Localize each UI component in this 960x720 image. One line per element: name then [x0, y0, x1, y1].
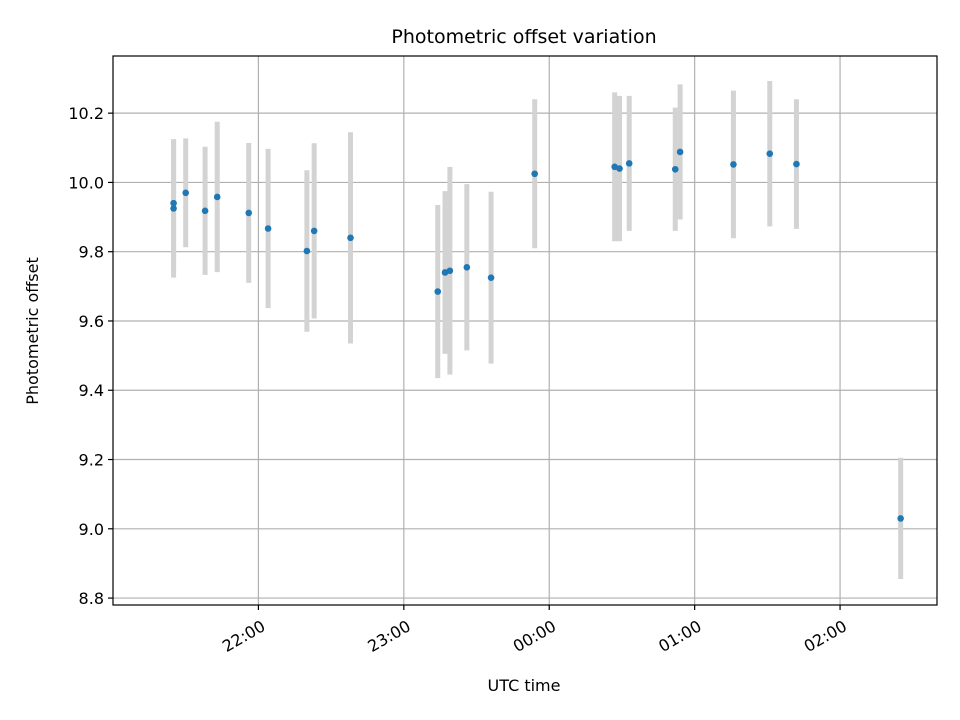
y-tick-label: 9.4 [79, 381, 104, 400]
data-point [245, 209, 253, 217]
data-point [766, 150, 774, 157]
x-axis-label: UTC time [488, 676, 561, 695]
y-axis-ticks: 8.8 9.0 9.2 9.4 9.6 9.8 10.0 10.2 [68, 104, 113, 608]
data-point [487, 274, 495, 281]
data-point [793, 160, 800, 168]
data-point [170, 205, 177, 212]
data-point [310, 227, 318, 235]
data-point [531, 170, 538, 178]
y-axis-label: Photometric offset [23, 257, 42, 405]
y-tick-label: 9.6 [79, 312, 104, 331]
data-point [676, 148, 684, 156]
data-point [182, 189, 190, 197]
plot-frame [112, 55, 938, 606]
data-point [463, 263, 471, 271]
data-point [201, 207, 209, 215]
data-point [671, 165, 679, 173]
y-tick-label: 9.0 [79, 520, 104, 539]
data-point [897, 515, 904, 522]
chart-title: Photometric offset variation [391, 26, 656, 48]
y-tick-label: 10.2 [68, 104, 104, 123]
data-point [347, 234, 354, 242]
data-point [264, 225, 272, 232]
data-point [213, 193, 221, 201]
data-point [434, 288, 442, 295]
y-tick-label: 8.8 [79, 589, 104, 608]
y-tick-label: 9.2 [79, 451, 104, 470]
data-point [303, 247, 311, 255]
data-point [170, 199, 177, 207]
data-point [625, 160, 633, 167]
data-point [616, 165, 623, 172]
data-point [730, 161, 737, 168]
y-tick-label: 9.8 [79, 243, 104, 262]
y-tick-label: 10.0 [68, 173, 104, 192]
data-point [446, 267, 454, 275]
data-points [170, 148, 904, 522]
